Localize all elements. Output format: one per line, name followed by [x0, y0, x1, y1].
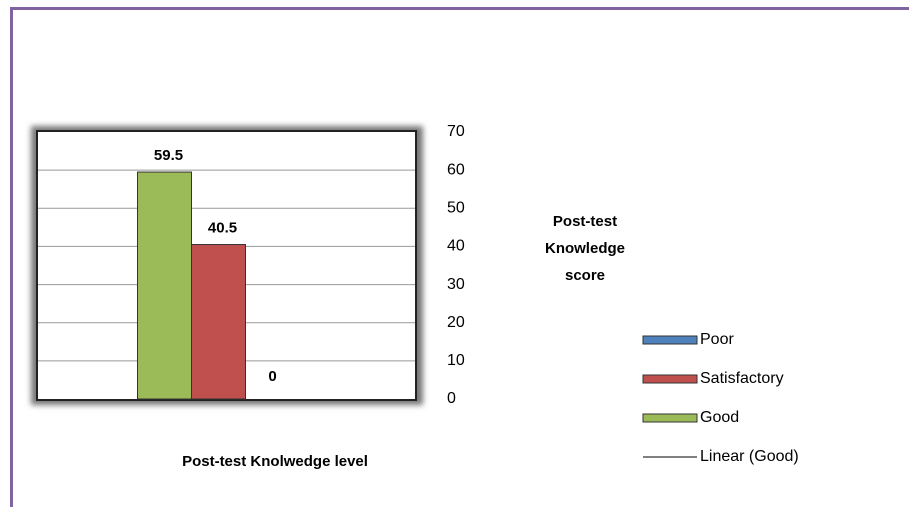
frame-border	[10, 7, 909, 10]
frame-border	[10, 7, 13, 507]
y-tick-label: 50	[447, 200, 465, 217]
legend-swatch	[642, 374, 698, 384]
legend-label: Linear (Good)	[700, 448, 799, 465]
legend-label: Good	[700, 409, 739, 426]
legend-label: Satisfactory	[700, 370, 784, 387]
legend-label: Poor	[700, 331, 734, 348]
chart-title: Post-test Knowledge score	[544, 213, 625, 284]
y-tick-label: 60	[447, 161, 465, 178]
data-label: 59.5	[154, 147, 183, 164]
data-label: 40.5	[208, 219, 237, 236]
y-tick-label: 30	[447, 276, 465, 293]
x-axis-label: Post-test Knolwedge level	[182, 453, 368, 470]
y-tick-label: 40	[447, 238, 465, 255]
bar	[191, 244, 246, 400]
data-label: 0	[268, 368, 276, 385]
legend-swatch	[642, 413, 698, 423]
y-tick-label: 10	[447, 352, 465, 369]
y-tick-label: 70	[447, 123, 465, 140]
y-tick-label: 0	[447, 390, 456, 407]
y-tick-label: 20	[447, 314, 465, 331]
legend-swatch	[642, 335, 698, 345]
bar	[137, 171, 192, 400]
